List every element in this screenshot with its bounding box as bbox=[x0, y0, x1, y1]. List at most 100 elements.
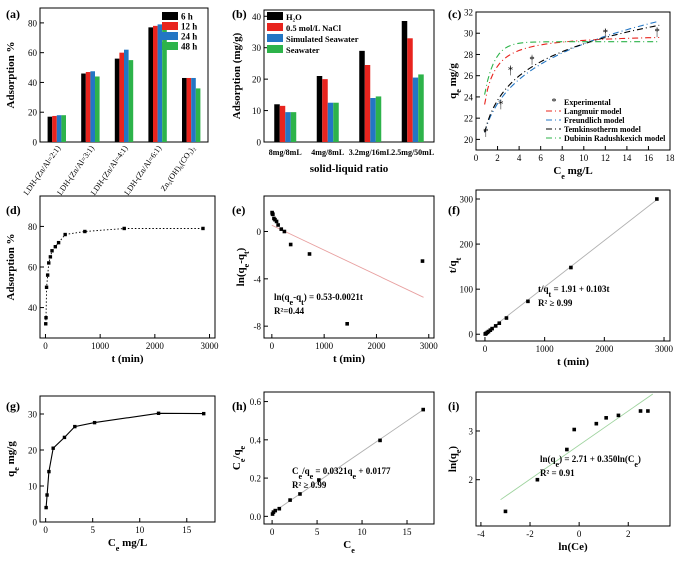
x-tick-label: 10 bbox=[358, 527, 368, 537]
x-tick-label: 0 bbox=[577, 529, 582, 539]
data-point bbox=[298, 492, 302, 496]
bar bbox=[162, 25, 167, 142]
legend-swatch bbox=[267, 45, 283, 53]
data-point bbox=[48, 255, 53, 259]
panel-label: (c) bbox=[448, 7, 461, 21]
bar bbox=[95, 76, 100, 142]
legend-marker: * bbox=[552, 97, 557, 108]
data-point bbox=[44, 505, 48, 510]
bar bbox=[195, 88, 201, 142]
plot-frame-c bbox=[475, 11, 671, 151]
y-tick-label: 80 bbox=[28, 222, 38, 232]
panel-label: (g) bbox=[6, 399, 20, 413]
bar bbox=[56, 115, 62, 142]
bar bbox=[114, 58, 120, 142]
panel-label: (e) bbox=[232, 203, 245, 217]
y-tick-label: 24 bbox=[464, 92, 474, 102]
y-axis-title: Adsorption % bbox=[5, 42, 17, 109]
data-point bbox=[288, 498, 292, 502]
plot-frame-i bbox=[475, 391, 671, 527]
x-tick-label: 2 bbox=[495, 153, 500, 163]
bar bbox=[290, 112, 297, 142]
model-curve bbox=[484, 20, 660, 133]
data-point bbox=[92, 420, 97, 425]
bar bbox=[186, 77, 192, 142]
data-point bbox=[317, 478, 321, 482]
data-point bbox=[83, 229, 87, 234]
series-line bbox=[45, 228, 203, 324]
y-tick-label: 28 bbox=[464, 50, 474, 60]
data-point bbox=[277, 506, 282, 511]
legend-label: Freundlich model bbox=[564, 116, 625, 125]
x-tick-label: 14 bbox=[622, 153, 632, 163]
y-tick-label: 100 bbox=[460, 285, 474, 295]
data-point bbox=[276, 223, 280, 227]
fit-r2: R² = 0.91 bbox=[540, 468, 575, 478]
legend-swatch bbox=[267, 34, 283, 42]
plot-frame-d bbox=[39, 195, 216, 339]
y-axis-title: ln(qe-qt) bbox=[235, 247, 251, 286]
x-tick-label: 1000 bbox=[315, 341, 334, 351]
data-point bbox=[345, 322, 349, 326]
x-axis-title: t (min) bbox=[557, 356, 589, 368]
y-tick-label: 20 bbox=[28, 108, 38, 118]
panel-label: (d) bbox=[6, 203, 21, 217]
y-tick-label: 0.2 bbox=[250, 474, 261, 484]
x-tick-label: 3000 bbox=[201, 341, 220, 351]
bar bbox=[81, 73, 86, 142]
y-tick-label: 32 bbox=[464, 8, 473, 18]
bar bbox=[370, 98, 376, 142]
x-tick-label: 2 bbox=[626, 529, 631, 539]
x-tick-label: 15 bbox=[182, 525, 192, 535]
chart-panel-b: 0 10 20 30 40 8mg/8mL 4mg/8mL 3.2mg/16mL 2.5mg/5… bbox=[231, 7, 435, 175]
panel-label: (b) bbox=[232, 7, 247, 21]
bar bbox=[333, 102, 339, 142]
x-tick-label: 16 bbox=[644, 153, 654, 163]
data-point bbox=[202, 411, 206, 416]
y-tick-label: 0 bbox=[33, 518, 38, 528]
plot-frame-f bbox=[475, 189, 671, 342]
bar bbox=[401, 21, 408, 142]
y-tick-label: 0 bbox=[33, 138, 38, 148]
x-axis-title: Ce bbox=[343, 539, 355, 555]
fit-r2: R² ≥ 0.99 bbox=[292, 480, 327, 490]
x-tick-label: 0 bbox=[43, 341, 48, 351]
bar bbox=[359, 50, 365, 142]
y-tick-label: 60 bbox=[28, 263, 38, 273]
x-axis-title: ln(Ce) bbox=[558, 541, 588, 553]
y-tick-label: 80 bbox=[28, 18, 38, 28]
legend-label: 48 h bbox=[181, 42, 197, 52]
y-tick-label: 10 bbox=[28, 482, 38, 492]
x-tick-label: 8mg/8mL bbox=[269, 148, 302, 157]
data-point: * bbox=[508, 64, 514, 76]
bar bbox=[285, 112, 291, 142]
legend-label: Langmuir model bbox=[564, 107, 622, 116]
x-tick-label: 0 bbox=[483, 344, 488, 354]
data-point bbox=[271, 212, 275, 217]
chart-panel-a: 020406080LDH-(Zn/Al=2:1)LDH-(Zn/Al=3:1)L… bbox=[5, 7, 209, 197]
x-tick-label: 15 bbox=[403, 527, 413, 537]
y-tick-label: 0.6 bbox=[250, 397, 262, 407]
data-point bbox=[421, 407, 426, 412]
legend-label: H₂O bbox=[286, 12, 302, 22]
data-point bbox=[44, 322, 48, 326]
y-tick-label: 20 bbox=[252, 75, 262, 85]
data-point bbox=[604, 416, 608, 420]
bar bbox=[407, 38, 413, 142]
data-point bbox=[503, 509, 508, 514]
data-point bbox=[47, 261, 51, 265]
y-axis-title: qe mg/g bbox=[5, 441, 21, 477]
y-tick-label: 30 bbox=[252, 43, 262, 53]
y-tick-label: 40 bbox=[28, 303, 38, 313]
bar bbox=[412, 77, 419, 142]
x-tick-label: 2.5mg/50mL bbox=[391, 148, 434, 157]
bar bbox=[61, 115, 66, 142]
x-tick-label: -2 bbox=[526, 529, 534, 539]
x-tick-label: 2000 bbox=[595, 344, 614, 354]
data-point bbox=[51, 446, 55, 450]
y-axis-title: t/qt bbox=[447, 257, 463, 273]
x-tick-label: 18 bbox=[666, 153, 676, 163]
data-point bbox=[47, 469, 51, 474]
legend-label: Simulated Seawater bbox=[286, 34, 359, 44]
